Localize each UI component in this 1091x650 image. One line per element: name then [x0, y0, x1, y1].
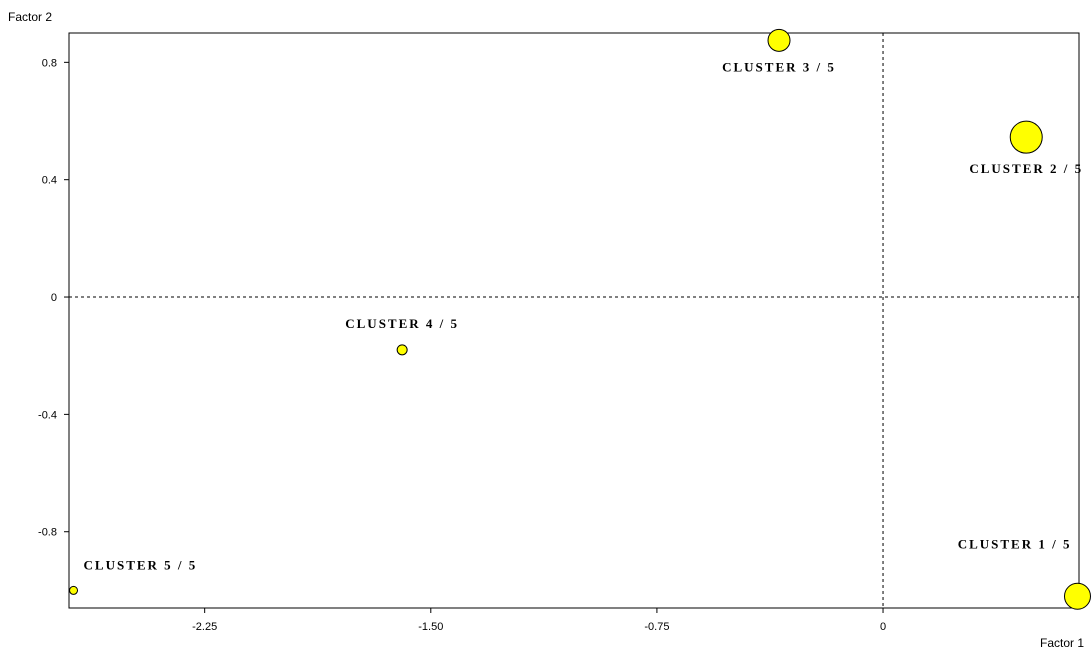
x-tick-label: -0.75 — [644, 621, 669, 633]
cluster-point — [69, 585, 79, 595]
x-tick-label: 0 — [880, 621, 886, 633]
y-tick-label: 0 — [51, 292, 57, 304]
cluster-point — [767, 28, 791, 52]
cluster-point — [396, 344, 408, 356]
cluster-label: CLUSTER 3 / 5 — [722, 59, 836, 74]
y-tick-label: 0.8 — [42, 57, 57, 69]
cluster-label: CLUSTER 4 / 5 — [345, 316, 459, 331]
y-tick-label: 0.4 — [42, 175, 57, 187]
x-axis-title: Factor 1 — [1040, 636, 1084, 650]
x-tick-label: -1.50 — [418, 621, 443, 633]
cluster-label: CLUSTER 2 / 5 — [969, 161, 1083, 176]
plot-frame — [68, 32, 1080, 609]
x-tick-label: -2.25 — [192, 621, 217, 633]
cluster-point — [1009, 120, 1043, 154]
cluster-label: CLUSTER 5 / 5 — [84, 557, 198, 572]
y-tick-label: -0.4 — [38, 409, 57, 421]
y-tick-label: -0.8 — [38, 527, 57, 539]
y-axis-title: Factor 2 — [8, 10, 52, 24]
cluster-point — [1063, 582, 1091, 610]
cluster-label: CLUSTER 1 / 5 — [958, 536, 1072, 551]
